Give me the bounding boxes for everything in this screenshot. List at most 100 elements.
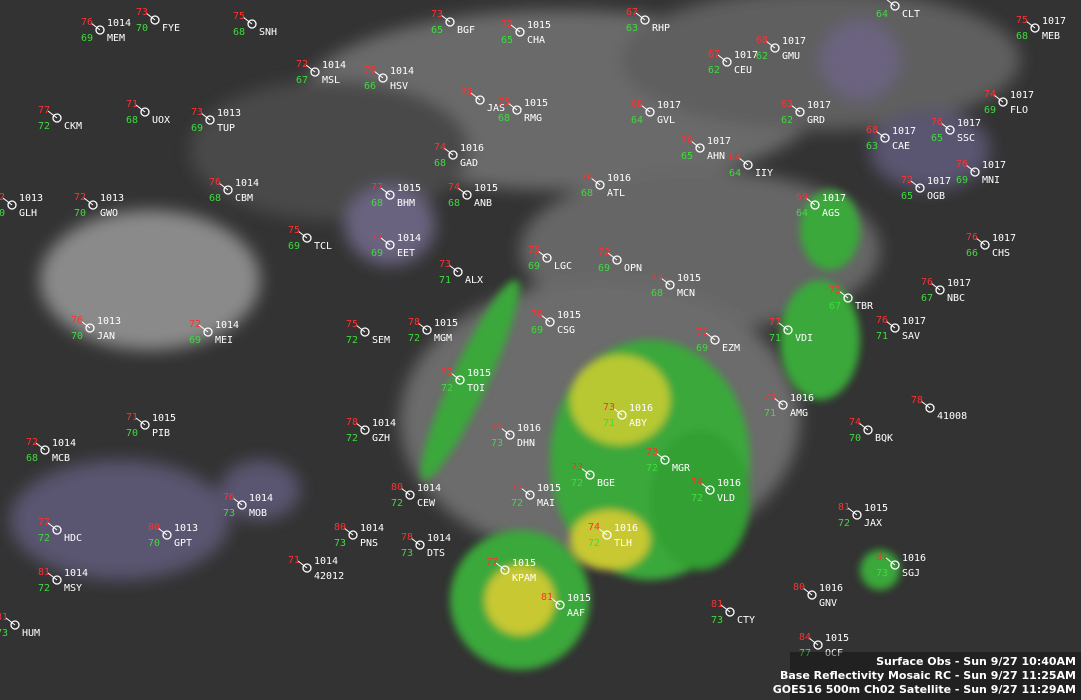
dewpoint: 73 (491, 438, 503, 449)
pressure: 1017 (892, 126, 916, 137)
station-id: SEM (372, 335, 390, 346)
dewpoint: 69 (528, 261, 540, 272)
dewpoint: 70 (136, 23, 148, 34)
station-marker (7, 200, 17, 210)
station-id: HDC (64, 533, 82, 544)
station-id: MEB (1042, 31, 1060, 42)
wind-barb (80, 320, 91, 329)
wind-barb (297, 230, 308, 239)
station-id: RHP (652, 23, 670, 34)
wind-barb (232, 497, 243, 506)
wind-barb (457, 187, 468, 196)
station-marker (710, 335, 720, 345)
station-id: MSY (64, 583, 82, 594)
temperature: 68 (631, 99, 643, 110)
station-id: CTY (737, 615, 755, 626)
wind-barb (47, 522, 58, 531)
station-marker (810, 200, 820, 210)
temperature: 69 (796, 192, 808, 203)
station-id: BGF (457, 25, 475, 36)
wind-barb (135, 104, 146, 113)
temperature: 78 (408, 317, 420, 328)
wind-barb (500, 427, 511, 436)
dewpoint: 72 (588, 538, 600, 549)
station-marker (462, 190, 472, 200)
station-marker (863, 425, 873, 435)
station-id: GZH (372, 433, 390, 444)
station-marker (890, 1, 900, 11)
pressure: 1014 (64, 568, 88, 579)
station-id: TLH (614, 538, 632, 549)
wind-barb (242, 16, 253, 25)
station-id: IIY (755, 168, 773, 179)
temperature: 72 (26, 437, 38, 448)
station-marker (595, 180, 605, 190)
pressure: 1015 (825, 633, 849, 644)
wind-barb (580, 467, 591, 476)
temperature: 74 (588, 522, 600, 533)
station-marker (880, 133, 890, 143)
wind-barb (886, 0, 896, 7)
station-marker (778, 400, 788, 410)
wind-barb (597, 527, 608, 536)
station-id: CBM (235, 193, 253, 204)
temperature: 81 (38, 567, 50, 578)
wind-barb (885, 320, 896, 329)
station-id: AAF (567, 608, 585, 619)
station-id: GMU (782, 51, 800, 62)
station-marker (302, 563, 312, 573)
station-id: HSV (390, 81, 408, 92)
station-marker (512, 105, 522, 115)
temperature: 80 (391, 482, 403, 493)
wind-barb (700, 482, 711, 491)
wind-barb (635, 12, 646, 21)
station-marker (40, 445, 50, 455)
temperature: 73 (441, 367, 453, 378)
dewpoint: 62 (708, 65, 720, 76)
station-marker (348, 530, 358, 540)
dewpoint: 72 (838, 518, 850, 529)
temperature: 73 (651, 272, 663, 283)
station-id: 41008 (937, 411, 967, 422)
pressure: 1016 (902, 553, 926, 564)
wind-barb (380, 187, 391, 196)
wind-barb (218, 182, 229, 191)
pressure: 1014 (215, 320, 239, 331)
station-id: AHN (707, 151, 725, 162)
station-id: JAS (487, 103, 505, 114)
station-marker (505, 430, 515, 440)
pressure: 1014 (249, 493, 273, 504)
temperature: 77 (371, 232, 383, 243)
station-marker (770, 43, 780, 53)
temperature: 76 (956, 159, 968, 170)
dewpoint: 68 (581, 188, 593, 199)
station-marker (980, 240, 990, 250)
wind-barb (550, 597, 561, 606)
pressure: 1014 (397, 233, 421, 244)
temperature: 74 (984, 89, 996, 100)
dewpoint: 73 (401, 548, 413, 559)
pressure: 1017 (822, 193, 846, 204)
station-id: EET (397, 248, 415, 259)
station-id: FLO (1010, 105, 1028, 116)
dewpoint: 73 (876, 568, 888, 579)
dewpoint: 71 (769, 333, 781, 344)
temperature: 81 (876, 552, 888, 563)
station-id: CLT (902, 9, 920, 20)
pressure: 1017 (807, 100, 831, 111)
pressure: 1016 (629, 403, 653, 414)
temperature: 71 (461, 87, 473, 98)
station-marker (795, 107, 805, 117)
dewpoint: 68 (209, 193, 221, 204)
dewpoint: 65 (501, 35, 513, 46)
dewpoint: 70 (849, 433, 861, 444)
temperature: 74 (434, 142, 446, 153)
station-marker (915, 183, 925, 193)
station-marker (640, 15, 650, 25)
dewpoint: 68 (448, 198, 460, 209)
wind-barb (305, 64, 316, 73)
station-id: TUP (217, 123, 235, 134)
dewpoint: 66 (966, 248, 978, 259)
dewpoint: 67 (296, 75, 308, 86)
temperature: 76 (876, 315, 888, 326)
